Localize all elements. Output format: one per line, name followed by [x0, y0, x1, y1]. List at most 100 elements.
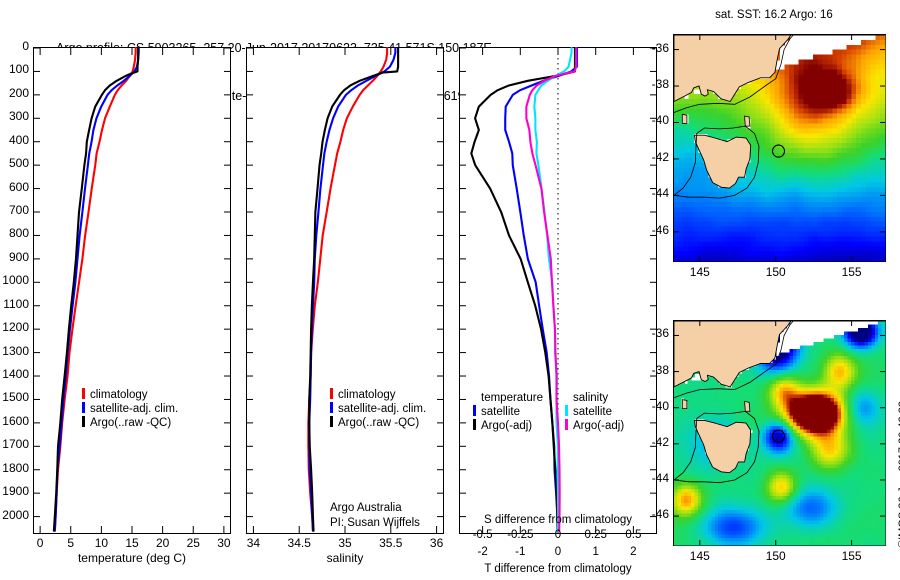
map-lat-tick-label: -46 — [651, 222, 669, 237]
map-lon-tick-label: 150 — [765, 265, 786, 279]
credit-block: Argo Australia PI: Susan Wijffels — [330, 501, 420, 531]
map-lat-tick-label: -44 — [651, 470, 669, 485]
depth-tick-label: 800 — [8, 226, 29, 241]
map-lat-tick-label: -36 — [651, 40, 669, 55]
axis-tick-label: 0 — [36, 536, 44, 550]
difference-legend: temperature satellite Argo(-adj) salinity sa… — [473, 391, 624, 433]
depth-tick-label: 900 — [8, 249, 29, 264]
legend-item-label: satellite — [481, 406, 520, 418]
depth-tick-label: 1600 — [2, 413, 29, 428]
axis-tick-label: 5 — [67, 536, 75, 550]
legend-color-swatch — [565, 405, 569, 416]
depth-tick-label: 500 — [8, 156, 29, 171]
legend-item: Argo(-adj) — [565, 419, 624, 433]
salinity-axis-label: salinity — [326, 551, 364, 565]
map-lon-tick-label: 150 — [765, 549, 786, 563]
axis-tick-label: 34 — [246, 536, 261, 550]
legend-label: Argo(..raw -QC) — [338, 417, 420, 429]
depth-tick-label: 400 — [8, 132, 29, 147]
map-lat-tick-label: -42 — [651, 149, 669, 164]
map-lat-tick-label: -44 — [651, 186, 669, 201]
salinity-profile-plot — [247, 46, 443, 533]
legend-color-swatch — [82, 388, 85, 399]
axis-tick-label: 20 — [155, 536, 170, 550]
depth-tick-label: 1900 — [2, 484, 29, 499]
axis-tick-label: 36 — [429, 536, 444, 550]
temperature-profile-plot — [34, 46, 230, 533]
legend-color-swatch — [565, 419, 569, 430]
salinity-difference-axis-label: S difference from climatology — [483, 514, 633, 526]
sla-map-image[interactable] — [673, 320, 886, 546]
depth-tick-label: 1000 — [2, 273, 29, 288]
depth-tick-label: 1800 — [2, 460, 29, 475]
salinity-difference-tick-label: 0.25 — [584, 529, 607, 541]
map-lat-tick-label: -38 — [651, 77, 669, 92]
temperature-difference-tick-label: 2 — [630, 546, 637, 558]
legend-color-swatch — [330, 416, 333, 427]
axis-tick-label: 15 — [125, 536, 139, 550]
legend-label: Argo(..raw -QC) — [90, 417, 172, 429]
depth-tick-label: 700 — [8, 203, 29, 217]
temperature-difference-tick-label: -1 — [515, 546, 526, 558]
depth-tick-label: 200 — [8, 85, 29, 100]
temperature-axis-label: temperature (deg C) — [77, 551, 187, 565]
legend-item: Argo(..raw -QC) — [330, 416, 426, 430]
difference-legend-column: temperature satellite Argo(-adj) — [473, 391, 543, 433]
legend-color-swatch — [330, 388, 333, 399]
legend-item: climatology — [82, 388, 178, 402]
axis-tick-label: 30 — [217, 536, 231, 550]
depth-tick-label: 1200 — [2, 320, 29, 335]
credit-line-2: PI: Susan Wijffels — [330, 517, 420, 529]
legend-item: satellite — [473, 405, 543, 419]
legend-column-header: temperature — [481, 392, 544, 404]
sst-map-title: sat. SST: 16.2 Argo: 16 — [715, 9, 833, 21]
depth-tick-label: 1400 — [2, 367, 29, 382]
axis-tick-label: 35.5 — [379, 536, 403, 550]
credit-line-1: Argo Australia — [330, 502, 402, 514]
legend-color-swatch — [330, 402, 333, 413]
map-lat-tick-label: -40 — [651, 113, 669, 128]
depth-tick-label: 300 — [8, 109, 29, 124]
map-lat-tick-label: -46 — [651, 507, 669, 522]
legend-color-swatch — [82, 416, 85, 427]
depth-tick-label: 100 — [8, 62, 29, 77]
legend-item: Argo(..raw -QC) — [82, 416, 178, 430]
sst-map-panel[interactable] — [673, 34, 886, 262]
map-lon-tick-label: 155 — [841, 549, 862, 563]
map-lat-tick-label: -38 — [651, 362, 669, 377]
sla-map-panel[interactable] — [673, 320, 886, 546]
temperature-difference-tick-label: -2 — [477, 546, 488, 558]
legend-item: satellite-adj. clim. — [330, 402, 426, 416]
legend-color-swatch — [473, 419, 476, 430]
salinity-profile-panel — [246, 46, 444, 534]
depth-tick-label: 1300 — [2, 343, 29, 358]
axis-tick-label: 35 — [338, 536, 352, 550]
salinity-legend: climatology satellite-adj. clim. Argo(..ra… — [330, 388, 426, 430]
salinity-difference-tick-label: -0.25 — [507, 529, 534, 541]
sst-map-image[interactable] — [673, 34, 886, 262]
salinity-difference-tick-label: 0 — [554, 529, 562, 541]
difference-profile-panel — [459, 46, 657, 534]
legend-item: satellite-adj. clim. — [82, 402, 178, 416]
map-lat-tick-label: -40 — [651, 398, 669, 413]
salinity-difference-tick-label: 0.5 — [625, 529, 642, 541]
axis-tick-label: 10 — [94, 536, 109, 550]
map-lat-tick-label: -36 — [651, 326, 669, 341]
temperature-legend: climatology satellite-adj. clim. Argo(..ra… — [82, 388, 178, 430]
map-lon-tick-label: 145 — [689, 549, 710, 563]
temperature-difference-axis-label: T difference from climatology — [484, 563, 632, 575]
depth-tick-label: 600 — [8, 179, 29, 194]
temperature-profile-panel — [33, 46, 231, 534]
depth-tick-label: 1100 — [3, 296, 29, 311]
axis-tick-label: 34.5 — [287, 536, 311, 550]
legend-label: climatology — [90, 389, 148, 401]
depth-tick-label: 2000 — [2, 507, 29, 522]
temperature-difference-tick-label: 1 — [592, 546, 599, 558]
legend-item: climatology — [330, 388, 426, 402]
map-lon-tick-label: 155 — [841, 265, 862, 279]
legend-color-swatch — [82, 402, 85, 413]
legend-item-label: Argo(-adj) — [481, 420, 533, 432]
legend-label: climatology — [338, 389, 396, 401]
map-lon-tick-label: 145 — [689, 265, 710, 279]
depth-tick-label: 1700 — [2, 437, 29, 452]
